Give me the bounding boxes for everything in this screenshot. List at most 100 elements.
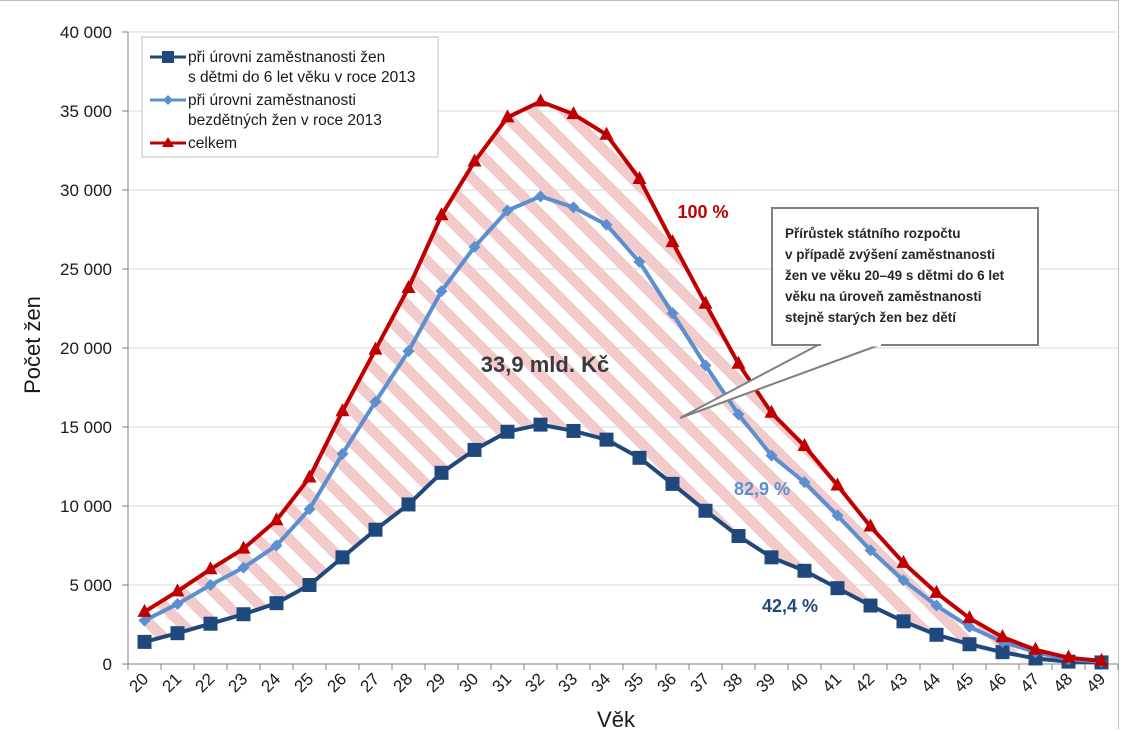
data-point-diamond bbox=[831, 509, 844, 522]
total-amount-label: 33,9 mld. Kč bbox=[481, 352, 609, 377]
x-tick-label: 37 bbox=[687, 669, 714, 696]
y-tick-label: 5 000 bbox=[69, 576, 112, 595]
data-point-triangle bbox=[896, 554, 911, 568]
data-point-square bbox=[566, 423, 581, 438]
x-tick-label: 21 bbox=[159, 669, 186, 696]
y-tick-label: 30 000 bbox=[60, 181, 112, 200]
data-point-triangle bbox=[995, 629, 1010, 643]
data-point-diamond bbox=[864, 544, 877, 557]
data-point-square bbox=[434, 465, 449, 480]
pct-total-label: 100 % bbox=[677, 202, 728, 222]
data-point-diamond bbox=[600, 218, 613, 231]
x-tick-label: 31 bbox=[489, 669, 516, 696]
data-point-square bbox=[302, 578, 317, 592]
data-point-triangle bbox=[566, 106, 581, 120]
data-point-square bbox=[1028, 651, 1043, 666]
x-tick-label: 35 bbox=[621, 669, 648, 696]
hatch-stripe bbox=[0, 30, 4, 670]
hatch-stripe bbox=[960, 101, 1102, 663]
data-point-triangle bbox=[929, 584, 944, 598]
data-point-triangle bbox=[533, 93, 548, 107]
data-point-square bbox=[236, 607, 251, 622]
x-tick-label: 34 bbox=[588, 669, 615, 696]
y-tick-label: 40 000 bbox=[60, 23, 112, 42]
x-tick-label: 45 bbox=[951, 669, 978, 696]
data-point-square bbox=[137, 634, 152, 649]
x-tick-label: 40 bbox=[786, 669, 813, 696]
data-point-square bbox=[962, 637, 977, 652]
data-point-square bbox=[599, 432, 614, 447]
x-tick-label: 30 bbox=[456, 669, 483, 696]
hatch-stripe bbox=[144, 101, 424, 663]
data-point-diamond bbox=[435, 285, 448, 298]
x-tick-label: 29 bbox=[423, 669, 450, 696]
data-point-diamond bbox=[270, 539, 283, 552]
y-tick-label: 10 000 bbox=[60, 497, 112, 516]
x-tick-label: 25 bbox=[291, 669, 318, 696]
data-point-diamond bbox=[798, 476, 811, 489]
legend: při úrovni zaměstnanosti žen s dětmi do … bbox=[141, 36, 439, 158]
data-point-square bbox=[797, 563, 812, 578]
data-point-diamond bbox=[765, 449, 778, 462]
x-tick-label: 33 bbox=[555, 669, 582, 696]
hatch-stripe bbox=[992, 101, 1102, 663]
legend-label-childless-2: bezdětných žen v roce 2013 bbox=[188, 112, 382, 129]
data-point-triangle bbox=[1094, 652, 1109, 666]
series-3 bbox=[137, 93, 1109, 666]
data-point-triangle bbox=[797, 437, 812, 451]
x-tick-label: 48 bbox=[1050, 669, 1077, 696]
data-point-triangle bbox=[500, 109, 515, 123]
data-point-triangle bbox=[731, 355, 746, 369]
callout-pointer bbox=[679, 343, 883, 419]
data-point-triangle bbox=[335, 403, 350, 417]
legend-item-childless: při úrovni zaměstnanosti bezdětných žen … bbox=[150, 92, 382, 129]
hatch-stripe bbox=[144, 101, 392, 663]
hatch-stripe bbox=[1024, 101, 1102, 663]
data-point-diamond bbox=[402, 345, 415, 358]
data-point-triangle bbox=[236, 540, 251, 554]
data-point-diamond bbox=[732, 408, 745, 421]
data-point-triangle bbox=[863, 518, 878, 532]
pct-mothers-label: 42,4 % bbox=[762, 596, 818, 616]
series-layer bbox=[137, 93, 1109, 670]
data-point-diamond bbox=[930, 599, 943, 612]
x-tick-label: 49 bbox=[1083, 669, 1110, 696]
data-point-square bbox=[467, 442, 482, 457]
data-point-square bbox=[368, 522, 383, 537]
data-point-diamond bbox=[534, 190, 547, 203]
x-tick-label: 20 bbox=[126, 669, 153, 696]
data-point-diamond bbox=[171, 597, 184, 610]
legend-marker-diamond-icon bbox=[163, 95, 173, 105]
data-point-square bbox=[665, 476, 680, 491]
x-tick-label: 46 bbox=[984, 669, 1011, 696]
data-point-square bbox=[269, 596, 284, 611]
data-point-diamond bbox=[303, 503, 316, 516]
data-point-triangle bbox=[1061, 649, 1076, 663]
x-tick-label: 44 bbox=[918, 669, 945, 696]
data-point-triangle bbox=[830, 477, 845, 491]
y-tick-label: 15 000 bbox=[60, 418, 112, 437]
hatch-stripe bbox=[928, 101, 1102, 663]
data-point-triangle bbox=[368, 341, 383, 355]
data-point-triangle bbox=[632, 170, 647, 184]
data-point-square bbox=[896, 614, 911, 629]
series-1 bbox=[137, 417, 1109, 670]
x-tick-label: 23 bbox=[225, 669, 252, 696]
data-point-triangle bbox=[203, 561, 218, 575]
data-point-triangle bbox=[599, 126, 614, 140]
data-point-square bbox=[203, 616, 218, 631]
y-axis-ticks: 0 5 000 10 000 15 000 20 000 25 000 30 000 35 0… bbox=[60, 23, 112, 674]
x-tick-label: 26 bbox=[324, 669, 351, 696]
data-point-diamond bbox=[237, 561, 250, 574]
data-point-triangle bbox=[962, 610, 977, 624]
data-point-triangle bbox=[665, 234, 680, 248]
data-point-triangle bbox=[137, 603, 152, 617]
x-tick-label: 41 bbox=[819, 669, 846, 696]
hatch-stripe bbox=[1056, 101, 1102, 663]
legend-marker-square-icon bbox=[162, 51, 174, 63]
x-axis-title: Věk bbox=[597, 707, 636, 732]
series-line bbox=[143, 194, 1102, 664]
hatch-stripe bbox=[736, 101, 1102, 663]
data-point-square bbox=[401, 497, 416, 512]
